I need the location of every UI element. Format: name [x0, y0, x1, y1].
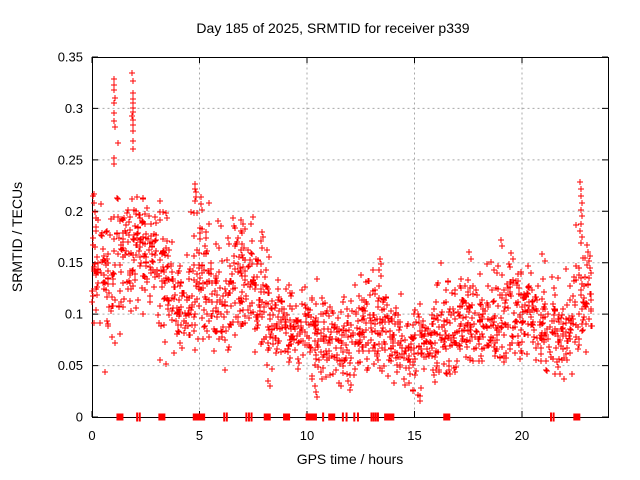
x-tick-label: 5: [196, 428, 203, 443]
y-tick-label: 0.2: [65, 204, 83, 219]
y-tick-label: 0.15: [58, 255, 83, 270]
x-tick-label: 20: [515, 428, 529, 443]
scatter-points: [89, 70, 595, 404]
x-tick-label: 0: [88, 428, 95, 443]
y-tick-label: 0: [76, 410, 83, 425]
y-tick-label: 0.3: [65, 101, 83, 116]
y-tick-label: 0.1: [65, 307, 83, 322]
x-tick-label: 15: [407, 428, 421, 443]
y-tick-label: 0.05: [58, 358, 83, 373]
y-tick-label: 0.25: [58, 152, 83, 167]
scatter-plus-markers: [89, 70, 595, 404]
tick-labels: 0 5 10 15 20 0 0.05 0.1 0.15 0.2 0.25 0.3 0.35: [58, 50, 530, 444]
y-tick-label: 0.35: [58, 50, 83, 65]
chart-title: Day 185 of 2025, SRMTID for receiver p33…: [196, 20, 469, 36]
x-axis-label: GPS time / hours: [297, 451, 404, 467]
x-tick-label: 10: [300, 428, 314, 443]
y-axis-label: SRMTID / TECUs: [9, 182, 25, 292]
